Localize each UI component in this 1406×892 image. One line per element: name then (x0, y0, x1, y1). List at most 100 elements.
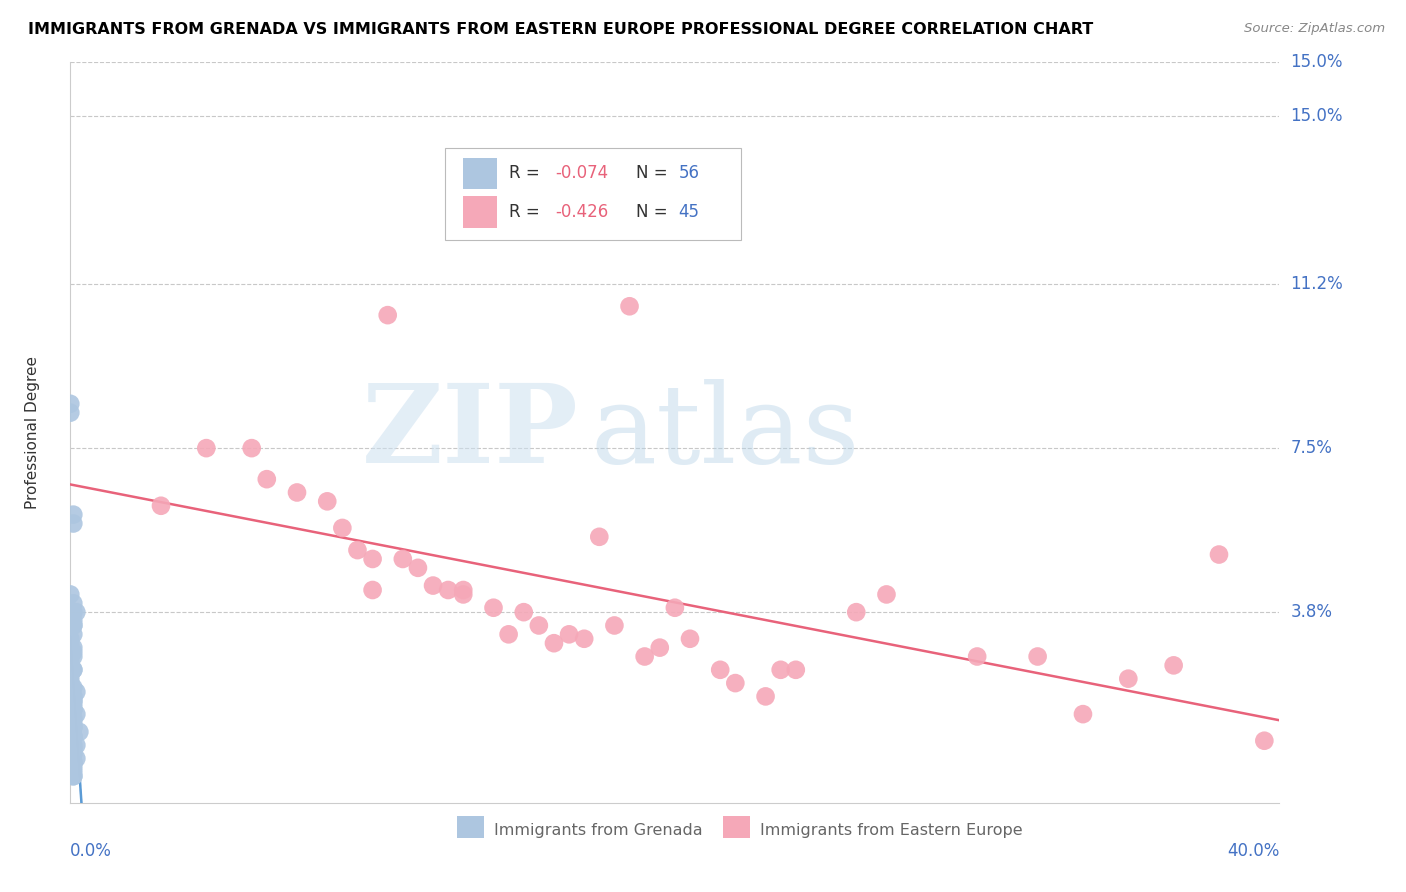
FancyBboxPatch shape (446, 147, 741, 240)
Point (346, 543, 368, 558)
Point (62, 596, 84, 610)
Point (527, 618, 550, 632)
Point (59, 721, 82, 735)
Point (59, 406, 82, 420)
Text: 3.8%: 3.8% (1291, 603, 1333, 621)
Point (62, 738, 84, 752)
Point (59, 654, 82, 668)
Point (513, 605, 536, 619)
Point (59, 397, 82, 411)
Point (62, 712, 84, 726)
Point (391, 552, 415, 566)
Point (679, 632, 702, 646)
Text: N =: N = (636, 164, 673, 183)
Text: Professional Degree: Professional Degree (25, 356, 39, 509)
Point (59, 676, 82, 690)
Point (603, 618, 626, 632)
Point (62, 508, 84, 522)
Point (62, 756, 84, 770)
Text: 0.0%: 0.0% (70, 842, 112, 860)
Point (59, 672, 82, 686)
Point (62, 756, 84, 770)
Point (62, 747, 84, 761)
Point (966, 649, 988, 664)
Point (62, 742, 84, 756)
Point (62, 703, 84, 717)
Point (59, 605, 82, 619)
Bar (464, 158, 498, 189)
Point (1071, 707, 1094, 722)
Point (361, 582, 384, 597)
Point (62, 694, 84, 708)
Point (59, 632, 82, 646)
Text: 40.0%: 40.0% (1227, 842, 1279, 860)
Point (59, 658, 82, 673)
Text: N =: N = (636, 203, 673, 221)
Point (67, 724, 90, 739)
Point (285, 485, 308, 500)
Point (62, 645, 84, 659)
Point (65, 685, 87, 699)
Point (558, 627, 581, 641)
Point (62, 614, 84, 628)
Text: -0.426: -0.426 (555, 203, 609, 221)
Point (361, 552, 384, 566)
Point (754, 690, 776, 704)
Point (59, 676, 82, 690)
Point (62, 663, 84, 677)
Point (62, 764, 84, 779)
Point (62, 618, 84, 632)
Point (62, 627, 84, 641)
Point (62, 769, 84, 783)
Point (62, 729, 84, 743)
Text: R =: R = (509, 164, 546, 183)
Point (240, 441, 263, 455)
Text: 7.5%: 7.5% (1291, 439, 1333, 457)
Point (619, 299, 641, 313)
Point (332, 521, 354, 535)
Point (62, 516, 84, 531)
Text: 45: 45 (679, 203, 700, 221)
Point (482, 600, 505, 615)
Point (62, 605, 84, 619)
Point (724, 676, 747, 690)
Text: Immigrants from Grenada: Immigrants from Grenada (494, 823, 702, 838)
Point (59, 614, 82, 628)
Text: 15.0%: 15.0% (1291, 107, 1343, 125)
Point (62, 721, 84, 735)
Point (59, 649, 82, 664)
Point (574, 632, 596, 646)
Bar (457, 816, 484, 838)
Point (875, 587, 898, 601)
Point (59, 636, 82, 650)
Point (62, 618, 84, 632)
Point (633, 649, 655, 664)
Point (150, 499, 172, 513)
Bar (464, 196, 498, 227)
Point (588, 530, 610, 544)
Point (62, 640, 84, 655)
Point (65, 751, 87, 765)
Point (62, 729, 84, 743)
Text: Immigrants from Eastern Europe: Immigrants from Eastern Europe (759, 823, 1022, 838)
Point (664, 600, 686, 615)
Point (648, 640, 671, 655)
Text: 56: 56 (679, 164, 700, 183)
Point (62, 694, 84, 708)
Point (62, 721, 84, 735)
Point (1163, 658, 1185, 673)
Point (62, 663, 84, 677)
Bar (723, 816, 749, 838)
Point (65, 707, 87, 722)
Point (1026, 649, 1049, 664)
Point (453, 582, 475, 597)
Point (769, 663, 792, 677)
Text: atlas: atlas (591, 379, 860, 486)
Point (1253, 733, 1275, 747)
Point (1116, 672, 1139, 686)
Point (62, 690, 84, 704)
Point (62, 716, 84, 731)
Point (62, 760, 84, 774)
Point (59, 667, 82, 681)
Point (62, 698, 84, 713)
